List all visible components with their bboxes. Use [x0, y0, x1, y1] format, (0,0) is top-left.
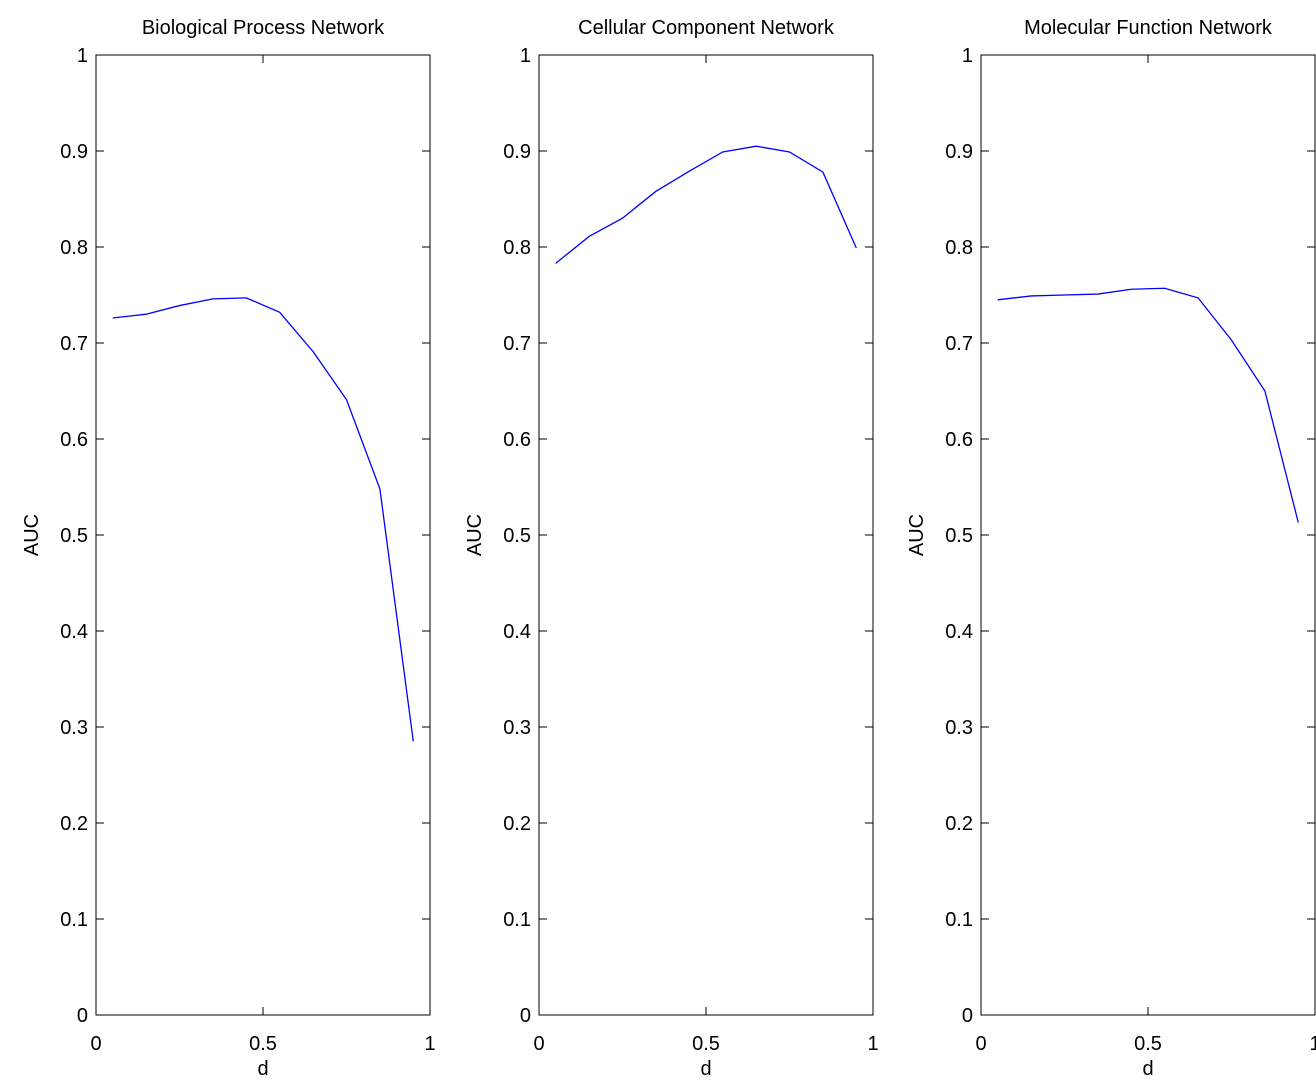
axes-box [980, 54, 1316, 1016]
y-tick-label: 0.2 [503, 813, 531, 835]
x-axis-label: d [700, 1058, 711, 1080]
y-tick-label: 0.5 [60, 525, 88, 547]
y-tick-label: 0.3 [60, 717, 88, 739]
x-tick-label: 0 [90, 1033, 101, 1055]
y-tick-label: 0.9 [60, 141, 88, 163]
y-tick-label: 0.7 [503, 333, 531, 355]
y-tick-label: 0.6 [945, 429, 973, 451]
y-tick-label: 0.1 [60, 909, 88, 931]
x-axis-label: d [1142, 1058, 1153, 1080]
y-tick-label: 1 [520, 45, 531, 67]
y-axis-label: AUC [464, 514, 486, 556]
subplot: 0 0.1 0.2 0.3 0.4 0.5 0.6 0.7 0.8 0.9 1 0 0.5 1 Cellul… [464, 17, 879, 1080]
y-tick-label: 0.5 [503, 525, 531, 547]
x-tick-label: 0 [533, 1033, 544, 1055]
y-tick-label: 1 [962, 45, 973, 67]
y-tick-label: 0.4 [503, 621, 531, 643]
y-tick-label: 0 [962, 1005, 973, 1027]
x-tick-label: 1 [1309, 1033, 1316, 1055]
x-tick-label: 0.5 [249, 1033, 277, 1055]
x-tick-label: 0.5 [692, 1033, 720, 1055]
data-line [997, 287, 1299, 523]
x-tick-label: 0.5 [1134, 1033, 1162, 1055]
data-line [112, 297, 414, 742]
x-tick-label: 1 [867, 1033, 878, 1055]
y-tick-label: 0.6 [503, 429, 531, 451]
subplot: 0 0.1 0.2 0.3 0.4 0.5 0.6 0.7 0.8 0.9 1 0 0.5 1 Molecu… [906, 17, 1316, 1080]
y-tick-label: 0.4 [60, 621, 88, 643]
chart-title: Biological Process Network [142, 17, 385, 39]
y-tick-label: 0 [77, 1005, 88, 1027]
data-line [555, 145, 857, 264]
chart-title: Molecular Function Network [1024, 17, 1273, 39]
y-axis-label: AUC [21, 514, 43, 556]
y-tick-label: 0.7 [945, 333, 973, 355]
y-tick-label: 0.2 [60, 813, 88, 835]
y-tick-label: 0.8 [945, 237, 973, 259]
x-tick-label: 1 [424, 1033, 435, 1055]
y-tick-label: 0 [520, 1005, 531, 1027]
y-tick-label: 0.1 [945, 909, 973, 931]
y-tick-label: 0.3 [503, 717, 531, 739]
chart-title: Cellular Component Network [578, 17, 835, 39]
x-axis-label: d [257, 1058, 268, 1080]
y-tick-label: 0.5 [945, 525, 973, 547]
y-tick-label: 0.6 [60, 429, 88, 451]
y-tick-label: 0.9 [503, 141, 531, 163]
axes-box [538, 54, 874, 1016]
y-tick-label: 0.2 [945, 813, 973, 835]
axes-box [95, 54, 431, 1016]
y-tick-label: 0.9 [945, 141, 973, 163]
y-tick-label: 0.8 [60, 237, 88, 259]
y-tick-label: 0.7 [60, 333, 88, 355]
y-tick-label: 1 [77, 45, 88, 67]
y-tick-label: 0.3 [945, 717, 973, 739]
y-tick-label: 0.8 [503, 237, 531, 259]
y-tick-label: 0.4 [945, 621, 973, 643]
y-axis-label: AUC [906, 514, 928, 556]
y-tick-label: 0.1 [503, 909, 531, 931]
x-tick-label: 0 [975, 1033, 986, 1055]
subplot: 0 0.1 0.2 0.3 0.4 0.5 0.6 0.7 0.8 0.9 1 0 0.5 1 Biolog… [21, 17, 436, 1080]
